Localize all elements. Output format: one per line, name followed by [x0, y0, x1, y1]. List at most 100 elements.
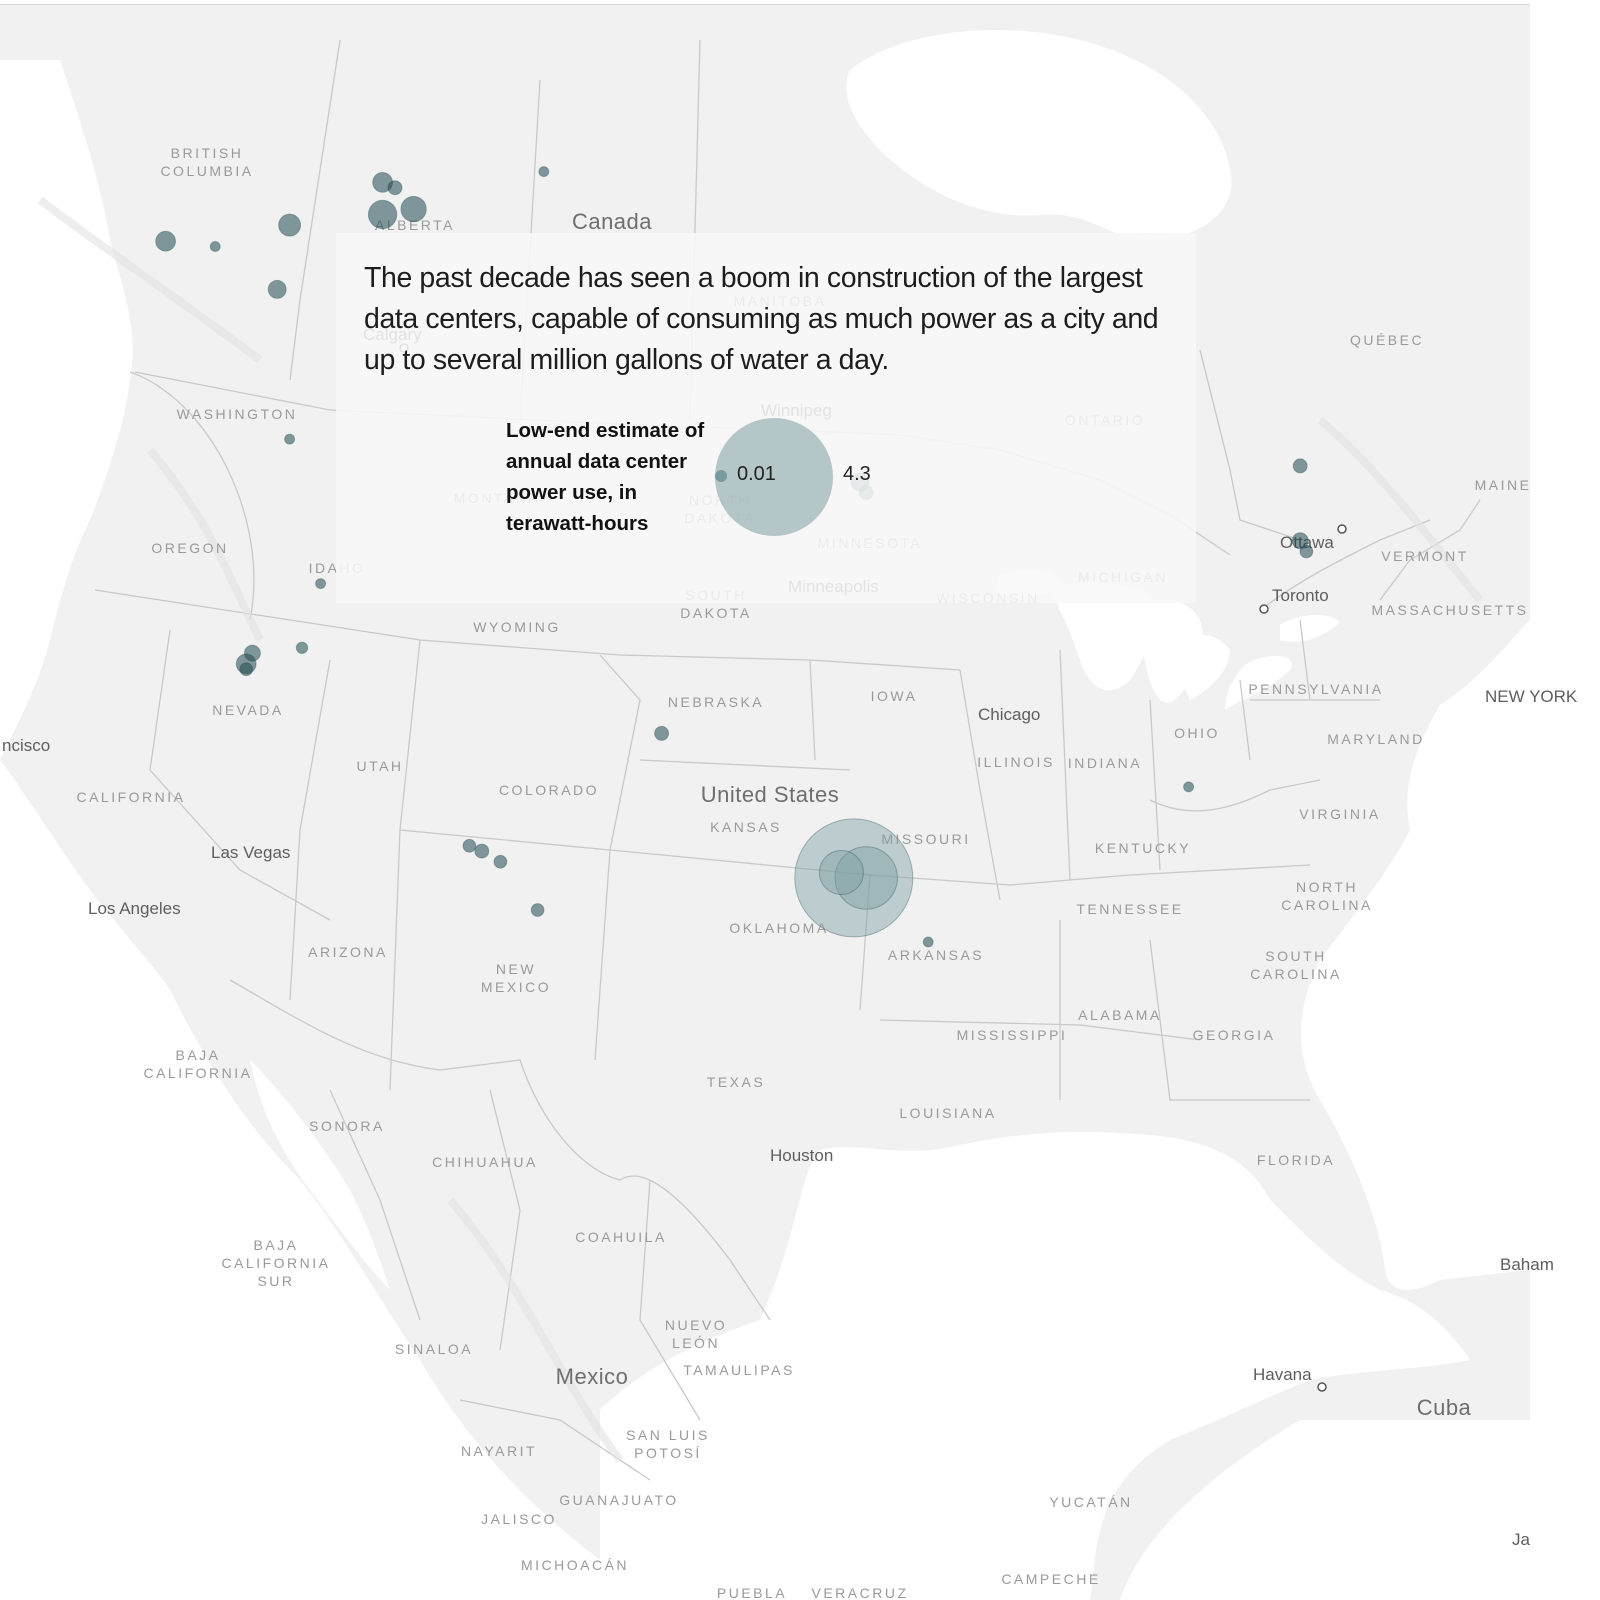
legend-title: Low-end estimate of annual data center p…	[506, 419, 705, 535]
state-label-colorado: COLORADO	[499, 782, 599, 798]
city-label-havana: Havana	[1253, 1365, 1312, 1384]
state-label-pennsylvania: PENNSYLVANIA	[1248, 681, 1383, 697]
data-center-bubble	[400, 195, 427, 223]
state-label-north-carolina: NORTH CAROLINA	[1281, 879, 1373, 913]
capital-marker-icon	[1259, 604, 1269, 614]
intro-text: The past decade has seen a boom in const…	[364, 262, 1159, 376]
state-label-tennessee: TENNESSEE	[1076, 901, 1183, 917]
data-center-bubble	[1299, 544, 1314, 559]
state-label-kentucky: KENTUCKY	[1095, 840, 1191, 856]
data-center-bubble	[922, 936, 934, 948]
data-center-bubble	[538, 166, 550, 178]
state-label-louisiana: LOUISIANA	[899, 1105, 996, 1121]
data-center-bubble	[239, 662, 254, 677]
country-label-canada: Canada	[572, 209, 652, 234]
data-center-bubble	[1291, 532, 1309, 550]
data-center-bubble	[1292, 458, 1308, 474]
data-center-bubble	[387, 180, 403, 196]
state-label-vermont: VERMONT	[1381, 548, 1469, 564]
data-center-bubble	[284, 433, 296, 445]
data-center-bubble	[278, 213, 302, 237]
state-label-qu-bec: QUÉBEC	[1350, 332, 1424, 348]
state-label-coahuila: COAHUILA	[575, 1229, 667, 1245]
state-label-british-columbia: BRITISH COLUMBIA	[160, 145, 253, 179]
state-label-iowa: IOWA	[871, 688, 918, 704]
state-label-veracruz: VERACRUZ	[811, 1585, 908, 1600]
data-center-bubble	[155, 230, 177, 252]
state-label-nuevo-le-n: NUEVO LEÓN	[665, 1317, 727, 1351]
state-label-ohio: OHIO	[1174, 725, 1220, 741]
right-margin	[1530, 0, 1600, 1600]
intro-panel	[336, 233, 1196, 603]
legend-min-circle	[715, 470, 727, 482]
state-label-washington: WASHINGTON	[177, 406, 298, 422]
legend-min-label: 0.01	[737, 463, 776, 485]
data-center-bubble	[1183, 781, 1195, 793]
city-label-los-angeles: Los Angeles	[88, 899, 181, 918]
top-rule	[0, 0, 1530, 5]
country-label-baham: Baham	[1500, 1255, 1554, 1274]
data-center-bubble	[267, 279, 287, 299]
state-label-alabama: ALABAMA	[1078, 1007, 1162, 1023]
state-label-puebla: PUEBLA	[717, 1585, 787, 1600]
state-label-illinois: ILLINOIS	[977, 754, 1055, 770]
city-label-ncisco: ncisco	[2, 736, 50, 755]
state-label-missouri: MISSOURI	[881, 831, 970, 847]
state-label-maryland: MARYLAND	[1327, 731, 1425, 747]
legend-size-scale	[715, 418, 833, 536]
state-label-mississippi: MISSISSIPPI	[957, 1027, 1068, 1043]
state-label-san-luis-potos-: SAN LUIS POTOSÍ	[626, 1427, 710, 1461]
data-center-bubble	[367, 199, 398, 230]
data-center-bubble	[530, 903, 545, 917]
state-label-arkansas: ARKANSAS	[888, 947, 984, 963]
state-label-arizona: ARIZONA	[308, 944, 388, 960]
state-label-baja-california: BAJA CALIFORNIA	[143, 1047, 252, 1081]
state-label-georgia: GEORGIA	[1193, 1027, 1276, 1043]
state-label-california: CALIFORNIA	[76, 789, 185, 805]
data-center-bubble	[834, 846, 898, 910]
data-center-bubble	[209, 241, 221, 252]
state-label-kansas: KANSAS	[710, 819, 782, 835]
state-label-florida: FLORIDA	[1257, 1152, 1335, 1168]
state-label-guanajuato: GUANAJUATO	[559, 1492, 678, 1508]
state-label-virginia: VIRGINIA	[1299, 806, 1380, 822]
data-center-bubble	[462, 838, 477, 853]
state-label-nebraska: NEBRASKA	[668, 694, 764, 710]
country-label-united-states: United States	[701, 782, 840, 807]
state-label-massachusetts: MASSACHUSETTS	[1372, 602, 1529, 618]
data-center-bubble	[654, 725, 670, 741]
country-label-cuba: Cuba	[1417, 1395, 1472, 1420]
state-label-campeche: CAMPECHE	[1001, 1571, 1100, 1587]
state-label-new-york: NEW YORK	[1485, 687, 1578, 706]
state-label-oregon: OREGON	[151, 540, 228, 556]
city-label-chicago: Chicago	[978, 705, 1040, 724]
state-label-chihuahua: CHIHUAHUA	[432, 1154, 538, 1170]
capital-marker-icon	[1337, 524, 1347, 534]
state-label-oklahoma: OKLAHOMA	[729, 920, 828, 936]
state-label-tamaulipas: TAMAULIPAS	[683, 1362, 795, 1378]
state-label-nayarit: NAYARIT	[461, 1443, 537, 1459]
data-center-bubble	[794, 818, 914, 938]
data-center-bubble	[818, 850, 864, 895]
data-center-bubble	[493, 854, 508, 869]
capital-marker-icon	[1317, 1382, 1327, 1392]
state-label-texas: TEXAS	[707, 1074, 765, 1090]
data-center-bubble	[243, 644, 261, 662]
state-label-utah: UTAH	[356, 758, 403, 774]
terrain-texture	[37, 196, 1484, 1463]
data-center-bubble	[315, 578, 327, 590]
data-center-bubble	[295, 641, 309, 654]
state-label-sinaloa: SINALOA	[395, 1341, 473, 1357]
country-label-mexico: Mexico	[556, 1364, 629, 1389]
state-label-indiana: INDIANA	[1068, 755, 1142, 771]
state-label-new-mexico: NEW MEXICO	[481, 961, 551, 995]
state-label-michoac-n: MICHOACÁN	[521, 1557, 629, 1573]
state-label-wyoming: WYOMING	[473, 619, 561, 635]
city-label-toronto: Toronto	[1272, 586, 1329, 605]
city-label-houston: Houston	[770, 1146, 833, 1165]
state-label-south-carolina: SOUTH CAROLINA	[1250, 948, 1342, 982]
state-label-nevada: NEVADA	[212, 702, 284, 718]
legend-max-label: 4.3	[843, 463, 871, 485]
state-label-baja-california-sur: BAJA CALIFORNIA SUR	[221, 1237, 330, 1289]
legend-max-circle	[715, 418, 833, 536]
